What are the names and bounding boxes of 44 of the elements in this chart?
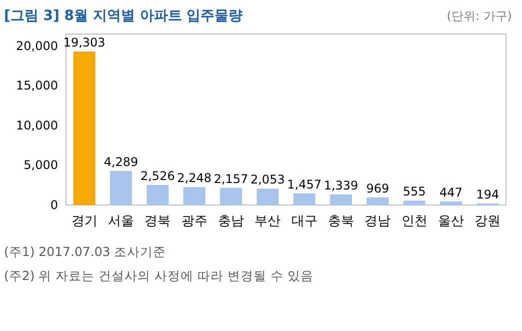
- bar: [220, 188, 242, 205]
- chart-title: [그림 3] 8월 지역별 아파트 입주물량: [4, 8, 243, 24]
- data-label: 447: [440, 185, 462, 200]
- x-tick-label: 대구: [291, 214, 318, 229]
- y-tick-label: 5,000: [24, 158, 58, 172]
- text: (주1) 2017.07.03 조사기준: [4, 244, 166, 259]
- bar: [330, 194, 352, 205]
- x-tick-label: 강원: [474, 214, 501, 229]
- data-label: 1,457: [287, 177, 322, 192]
- bar: [403, 200, 426, 205]
- y-tick-label: 20,000: [16, 38, 58, 53]
- data-label: 969: [366, 181, 390, 196]
- bar: [256, 188, 279, 205]
- y-tick-label: 10,000: [16, 118, 58, 132]
- x-tick-label: 충남: [218, 214, 244, 229]
- data-label: 2,053: [250, 172, 285, 187]
- data-label: 2,248: [177, 171, 212, 186]
- data-label: 194: [476, 187, 500, 202]
- x-tick-label: 서울: [108, 214, 134, 229]
- bar: [110, 170, 132, 205]
- x-tick-label: 충북: [328, 214, 354, 229]
- x-tick-label: 경남: [364, 214, 391, 229]
- data-label: 555: [402, 184, 426, 199]
- y-tick-label: 0: [50, 198, 58, 212]
- x-tick-label: 경북: [144, 214, 171, 229]
- x-tick-label: 광주: [181, 214, 208, 229]
- bar: [183, 187, 206, 205]
- text: (주2) 위 자료는 건설사의 사정에 따라 변경될 수 있음: [4, 268, 314, 283]
- bar: [440, 201, 462, 205]
- chart-subtitle: (단위: 가구): [446, 9, 512, 23]
- data-label: 2,157: [214, 172, 248, 186]
- data-label: 1,339: [324, 178, 358, 192]
- data-label: 4,289: [104, 154, 138, 169]
- bar: [73, 51, 96, 205]
- y-tick-label: 15,000: [16, 78, 58, 93]
- x-tick-label: 인천: [401, 214, 428, 229]
- x-tick-label: 울산: [438, 214, 464, 229]
- bar: [146, 184, 169, 205]
- x-tick-label: 부산: [254, 214, 281, 229]
- data-label: 2,526: [140, 168, 175, 183]
- bar: [293, 193, 316, 205]
- data-label: 19,303: [63, 35, 106, 50]
- x-tick-label: 경기: [71, 214, 98, 229]
- bar: [366, 197, 389, 205]
